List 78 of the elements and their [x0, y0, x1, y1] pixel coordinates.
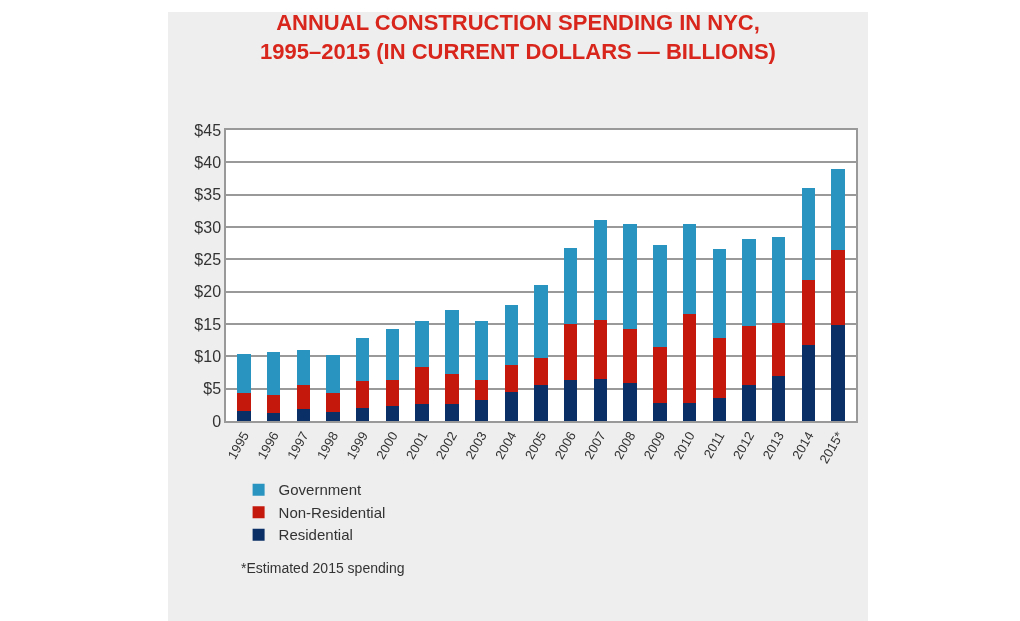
bar — [712, 398, 726, 421]
bar — [772, 236, 786, 323]
bar — [831, 324, 845, 421]
bar — [385, 379, 400, 407]
bar — [653, 402, 667, 421]
bar — [623, 382, 637, 421]
bar — [415, 367, 429, 405]
bar — [356, 408, 370, 421]
bar — [326, 355, 340, 394]
bar — [593, 219, 608, 321]
bar — [474, 380, 489, 400]
bar — [801, 344, 816, 421]
bar — [653, 245, 667, 347]
bar — [593, 378, 608, 421]
bar — [356, 380, 370, 409]
bar — [266, 352, 281, 396]
bar — [237, 354, 251, 394]
bar — [801, 187, 816, 281]
bar — [772, 375, 786, 421]
bar — [653, 346, 667, 403]
bar — [445, 373, 459, 405]
bar — [474, 321, 489, 381]
y-tick-label: 0 — [212, 412, 222, 430]
bar — [712, 248, 726, 339]
y-tick-label: $5 — [203, 380, 222, 398]
y-tick-label: $30 — [194, 218, 222, 236]
bar — [415, 321, 429, 368]
bar — [296, 409, 310, 421]
bar — [593, 320, 608, 379]
bar — [682, 402, 697, 421]
text: *Estimated 2015 spending — [241, 560, 405, 576]
bar — [742, 239, 756, 326]
bar — [415, 404, 429, 421]
bar — [534, 385, 548, 421]
y-tick-label: $45 — [194, 121, 222, 139]
bar — [534, 284, 548, 359]
bar — [326, 393, 340, 412]
legend-label: Residential — [278, 526, 353, 544]
bar — [326, 411, 340, 421]
bar — [534, 358, 548, 386]
bar — [504, 364, 518, 392]
bar — [266, 413, 281, 421]
bar — [623, 223, 637, 329]
legend-label: Non-Residential — [278, 503, 386, 521]
legend-label: Government — [278, 481, 362, 499]
y-tick-label: $25 — [194, 250, 222, 268]
y-tick-label: $20 — [194, 283, 222, 301]
bar — [831, 249, 845, 325]
bar — [772, 322, 786, 376]
y-tick-label: $15 — [194, 315, 222, 333]
bar — [623, 328, 637, 383]
bar — [237, 411, 251, 421]
y-tick-label: $35 — [194, 186, 222, 204]
y-tick-label: $40 — [194, 153, 222, 171]
bar — [445, 310, 459, 374]
bar — [742, 325, 756, 386]
bar — [801, 280, 816, 345]
bar — [445, 404, 459, 421]
bar — [682, 223, 697, 315]
bar — [831, 168, 845, 250]
bar — [564, 324, 578, 381]
bar — [474, 399, 489, 421]
bar — [385, 406, 400, 421]
y-tick-label: $10 — [194, 347, 222, 365]
bar — [266, 395, 281, 414]
bar — [712, 338, 726, 399]
bar — [385, 329, 400, 380]
bar — [356, 338, 370, 381]
bar — [742, 385, 756, 421]
bar — [296, 349, 310, 386]
bar — [564, 380, 578, 421]
bar — [682, 314, 697, 403]
bar — [504, 391, 518, 421]
bar — [296, 385, 310, 410]
chart-title: ANNUAL CONSTRUCTION SPENDING IN NYC, 1995–2015 (IN CURRENT DOLLARS — BILLIONS) — [260, 10, 776, 64]
bar — [504, 304, 518, 365]
bar — [237, 393, 251, 412]
bar — [564, 247, 578, 324]
